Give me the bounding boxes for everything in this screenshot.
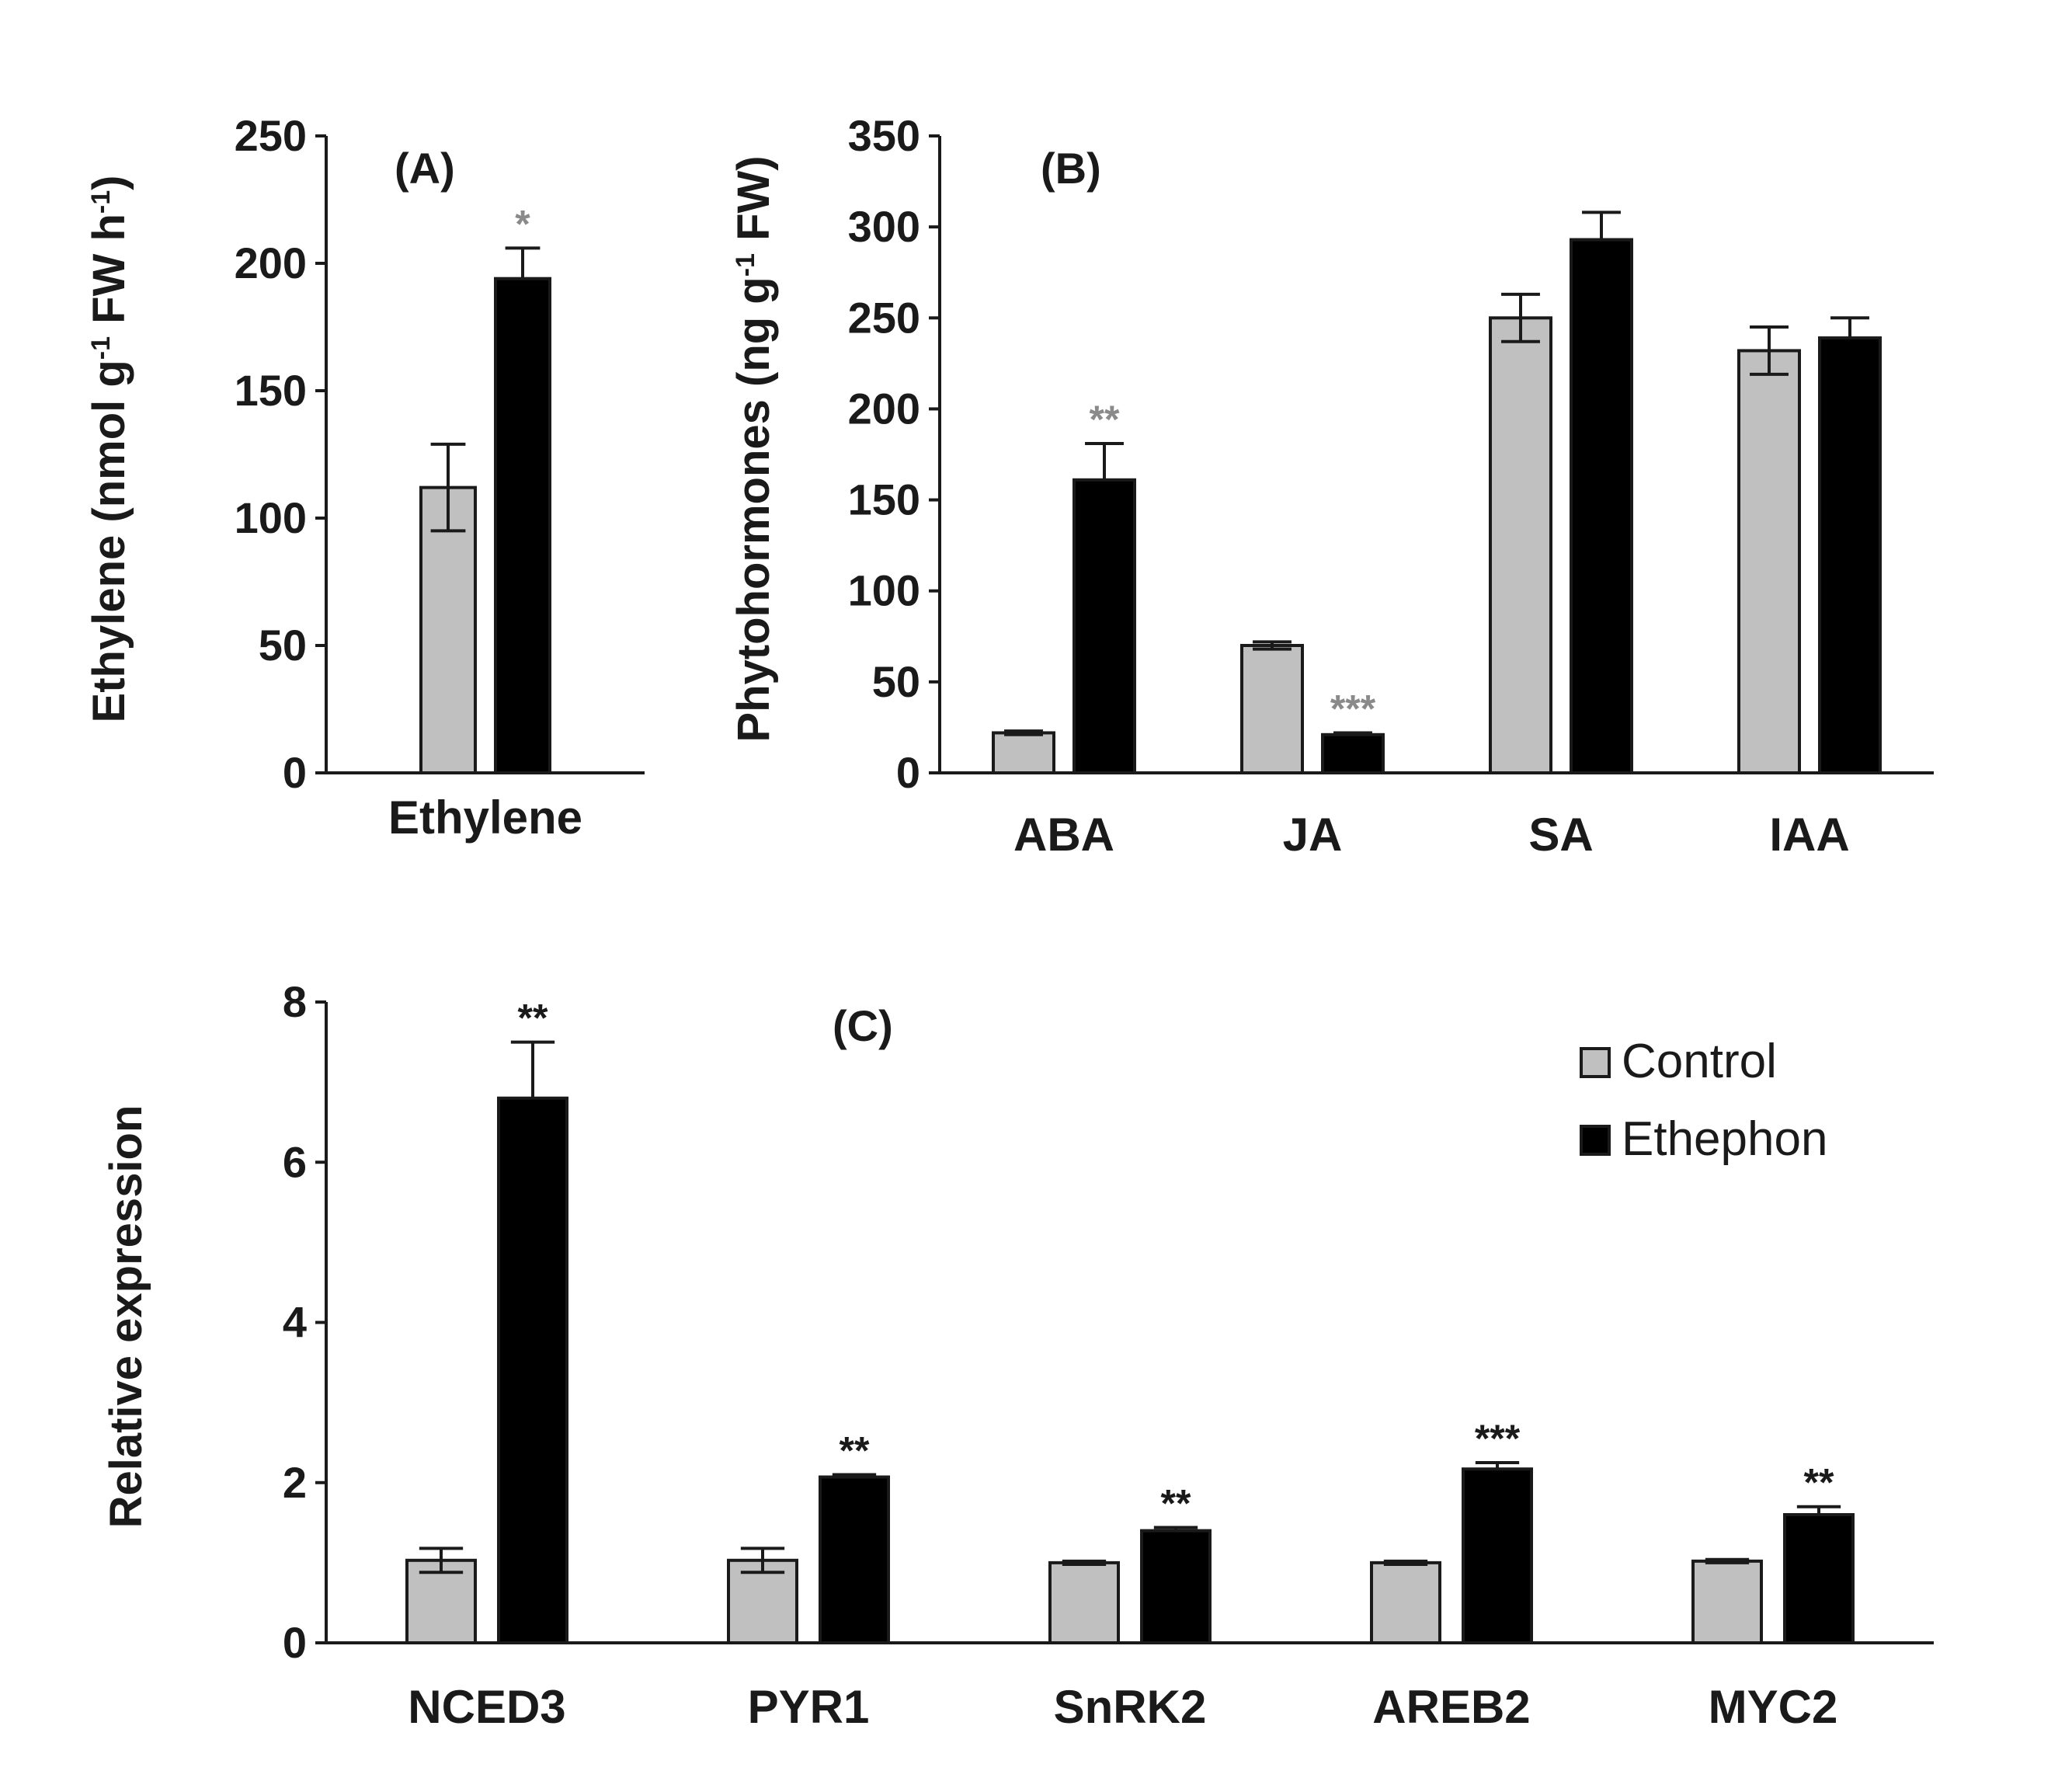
panel-c-significance-label: ** xyxy=(518,997,548,1040)
panel-c-significance-label: ** xyxy=(1804,1461,1834,1505)
panel-b-bar-control xyxy=(1737,349,1801,774)
panel-c-y-tick-label: 2 xyxy=(283,1458,307,1507)
panel-c-category-label: AREB2 xyxy=(1372,1681,1530,1733)
panel-c-significance-label: *** xyxy=(1475,1417,1521,1460)
panel-b-y-tick-label: 200 xyxy=(848,384,920,433)
panel-c-y-tick-label: 6 xyxy=(283,1137,307,1186)
panel-b-significance-label: ** xyxy=(1090,398,1120,441)
legend-swatch-ethephon xyxy=(1580,1125,1611,1156)
panel-c-bar-ethephon xyxy=(1783,1513,1855,1644)
panel-b-y-tick-label: 50 xyxy=(872,657,920,706)
panel-b-category-label: JA xyxy=(1283,809,1343,861)
panel-c-bar-control xyxy=(1370,1560,1441,1644)
panel-b-y-tick-label: 350 xyxy=(848,111,920,160)
panel-c-y-tick-label: 8 xyxy=(283,977,307,1026)
panel-b-bar-ethephon xyxy=(1570,238,1633,774)
panel-b-bar-control xyxy=(1240,644,1304,774)
panel-c-category-label: NCED3 xyxy=(408,1681,565,1733)
panel-c-significance-label: ** xyxy=(840,1428,870,1472)
panel-c-bar-ethephon xyxy=(819,1475,890,1644)
panel-b-category-label: IAA xyxy=(1769,809,1849,861)
panel-c-y-tick-label: 0 xyxy=(283,1618,307,1667)
panel-a: (A) Ethylene (nmol g-1 FW h-1) 0 50 100 150… xyxy=(84,111,645,844)
panel-b-significance-label: *** xyxy=(1330,687,1376,730)
panel-a-significance-label: * xyxy=(515,202,530,245)
panel-b-bar-ethephon xyxy=(1073,478,1136,774)
panel-a-category-label: Ethylene xyxy=(388,792,582,844)
panel-c-category-label: SnRK2 xyxy=(1054,1681,1207,1733)
panel-c-bar-control xyxy=(1048,1560,1120,1644)
panel-a-y-tick-label: 150 xyxy=(235,366,307,415)
legend-label-ethephon: Ethephon xyxy=(1622,1112,1827,1166)
panel-c-bar-control xyxy=(1691,1559,1763,1644)
panel-a-y-axis-label: Ethylene (nmol g-1 FW h-1) xyxy=(84,176,134,723)
panel-c-significance-label: ** xyxy=(1161,1482,1191,1526)
panel-b-bar-control xyxy=(992,731,1055,775)
panel-b-y-tick-label: 0 xyxy=(896,748,920,797)
panel-a-bar-ethephon xyxy=(494,277,551,774)
panel-c-label: (C) xyxy=(833,1001,893,1050)
panel-b-y-tick-label: 150 xyxy=(848,475,920,524)
panel-c-y-axis-label: Relative expression xyxy=(101,1105,151,1529)
panel-c-category-label: PYR1 xyxy=(748,1681,870,1733)
panel-b-category-label: SA xyxy=(1528,809,1593,861)
panel-c: (C) Relative expression 0 2 4 6 8 NCED3 ** PYR1… xyxy=(101,977,1934,1733)
panel-c-category-label: MYC2 xyxy=(1709,1681,1838,1733)
panel-a-y-tick-label: 100 xyxy=(235,493,307,542)
legend: Control Ethephon xyxy=(1580,1035,1827,1166)
panel-c-bar-ethephon xyxy=(1140,1529,1212,1644)
panel-a-label: (A) xyxy=(395,144,455,193)
panel-b-bar-control xyxy=(1489,316,1552,774)
panel-b: (B) Phytohormones (ng g-1 FW) 0 50 100 150 2… xyxy=(728,111,1934,861)
legend-swatch-control xyxy=(1580,1047,1611,1078)
panel-b-y-tick-label: 300 xyxy=(848,202,920,251)
panel-b-y-tick-label: 100 xyxy=(848,566,920,615)
legend-label-control: Control xyxy=(1622,1035,1777,1088)
panel-b-label: (B) xyxy=(1041,144,1101,193)
panel-a-y-tick-label: 0 xyxy=(283,748,307,797)
panel-a-y-tick-label: 250 xyxy=(235,111,307,160)
panel-c-bar-ethephon xyxy=(1462,1467,1533,1644)
panel-c-bar-ethephon xyxy=(497,1096,568,1644)
panel-b-bar-ethephon xyxy=(1818,336,1882,774)
panel-b-y-axis-label: Phytohormones (ng g-1 FW) xyxy=(728,155,779,742)
panel-a-y-tick-label: 200 xyxy=(235,238,307,287)
panel-a-y-tick-label: 50 xyxy=(259,621,307,670)
panel-b-bar-ethephon xyxy=(1321,732,1385,774)
panel-b-category-label: ABA xyxy=(1013,809,1114,861)
panel-b-y-tick-label: 250 xyxy=(848,293,920,342)
panel-c-y-tick-label: 4 xyxy=(283,1298,307,1347)
